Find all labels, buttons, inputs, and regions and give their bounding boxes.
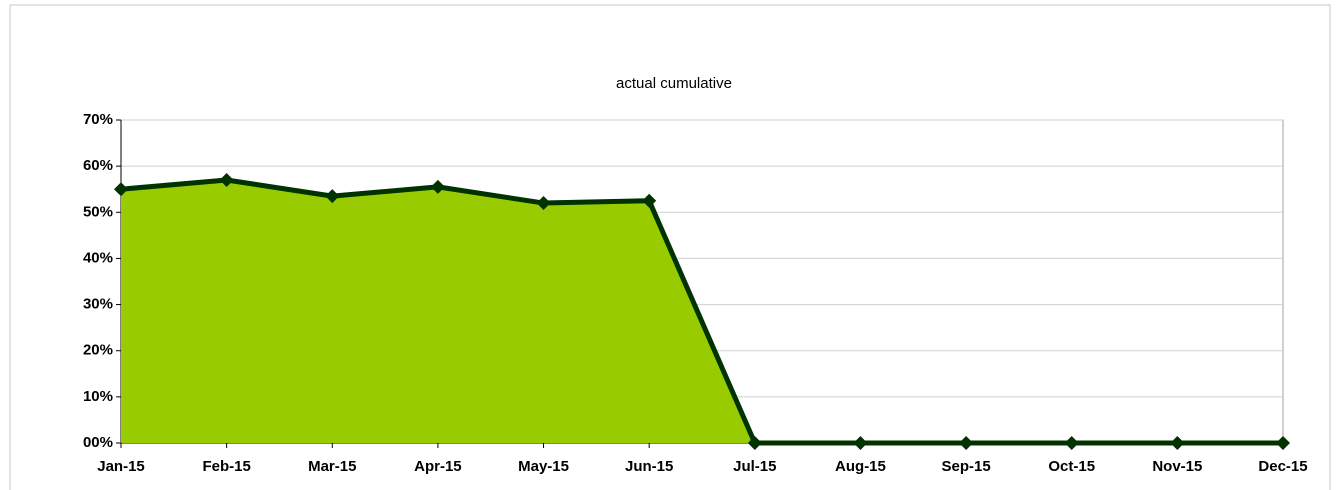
marker [114, 182, 128, 197]
marker [1276, 436, 1290, 450]
x-tick-label: Aug-15 [835, 458, 886, 475]
marker [219, 172, 234, 187]
x-tick-label: Jul-15 [733, 458, 776, 475]
marker [1064, 436, 1079, 450]
x-tick-label: Dec-15 [1258, 458, 1307, 475]
x-tick-label: Feb-15 [202, 458, 250, 475]
y-tick-label: 70% [83, 111, 113, 128]
x-tick-label: Apr-15 [414, 458, 462, 475]
y-tick-label: 20% [83, 342, 113, 359]
line [120, 177, 1283, 446]
x-tick-label: Sep-15 [941, 458, 990, 475]
marker [959, 436, 974, 450]
y-tick-label: 60% [83, 157, 113, 174]
marker [747, 436, 762, 450]
y-tick-label: 00% [83, 434, 113, 451]
marker [430, 179, 445, 194]
x-tick-label: Jan-15 [97, 458, 145, 475]
x-tick-label: Nov-15 [1152, 458, 1202, 475]
marker [536, 196, 551, 211]
y-tick-label: 30% [83, 296, 113, 313]
chart-title: actual cumulative [616, 75, 732, 92]
y-tick-label: 50% [83, 203, 113, 220]
area [121, 179, 1283, 443]
marker [1170, 436, 1185, 450]
marker [853, 436, 868, 450]
x-tick-label: Jun-15 [625, 458, 673, 475]
y-tick-label: 40% [83, 249, 113, 266]
x-tick-label: Mar-15 [308, 458, 356, 475]
marker [642, 193, 657, 208]
x-tick-label: May-15 [518, 458, 569, 475]
marker [325, 189, 340, 204]
x-tick-label: Oct-15 [1048, 458, 1095, 475]
y-tick-label: 10% [83, 388, 113, 405]
